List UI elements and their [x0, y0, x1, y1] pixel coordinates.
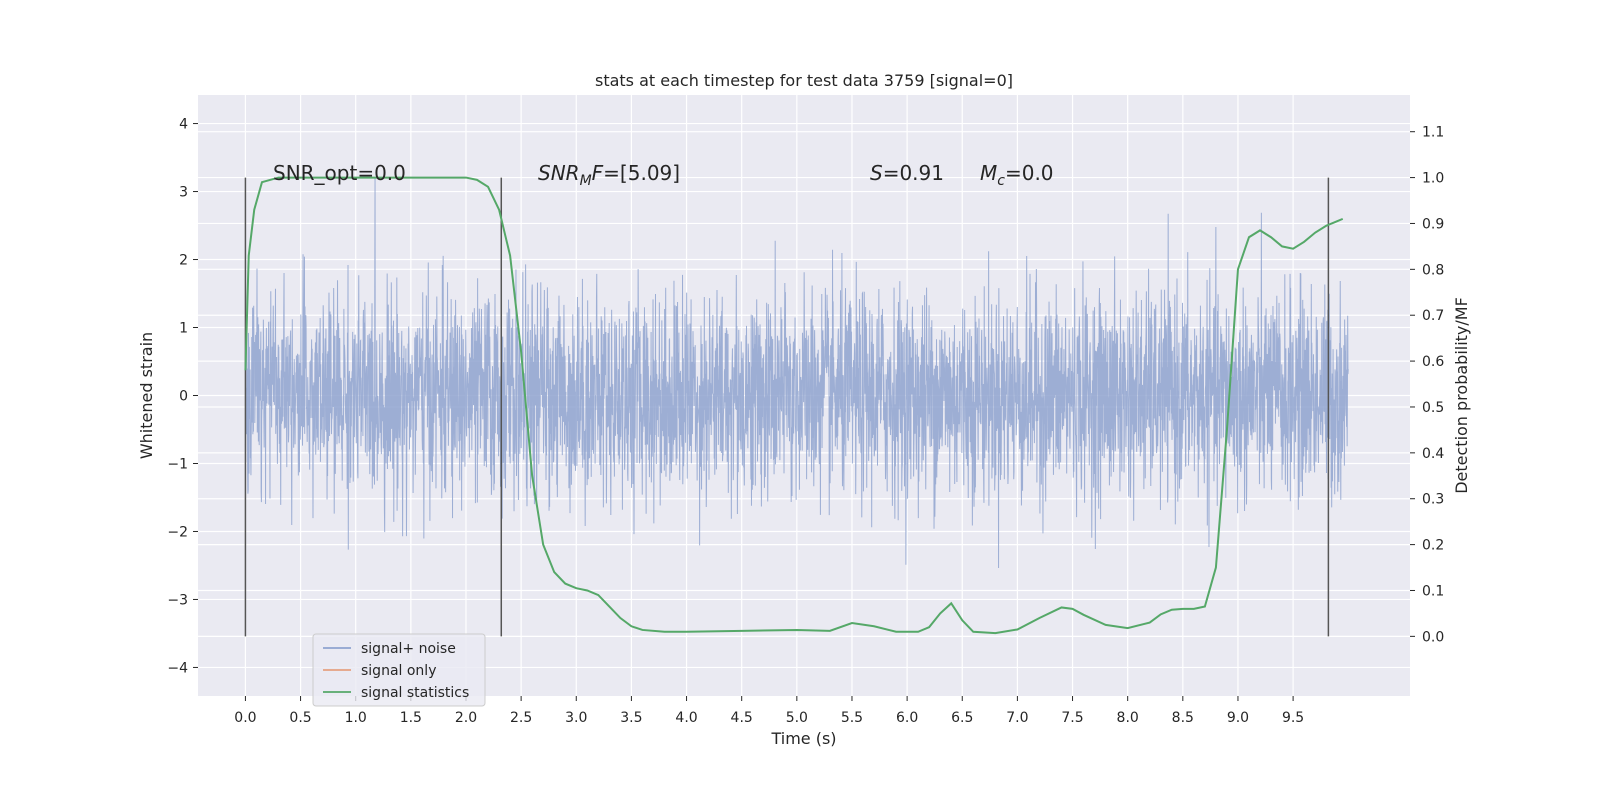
y-tick-label: 0: [179, 389, 188, 405]
stats-series: [244, 176, 1344, 635]
y-tick-label: −1: [167, 456, 188, 472]
y-tick-label: 3: [179, 185, 188, 201]
x-tick-label: 1.0: [345, 710, 367, 726]
vertical-markers: [244, 177, 1330, 637]
mc-sub: c: [997, 173, 1005, 189]
x-tick-label: 8.5: [1172, 710, 1194, 726]
x-tick-label: 5.0: [786, 710, 808, 726]
x-tick-label: 6.5: [951, 710, 973, 726]
x-tick-labels: 0.0 0.5 1.0 1.5 2.0 2.5 3.0 3.5 4.0 4.5 5.0 5.5 6.0 6…: [234, 696, 1304, 726]
x-tick-label: 4.5: [731, 710, 753, 726]
y-right-tick-label: 0.4: [1422, 446, 1444, 462]
y-right-tick-label: 0.9: [1422, 216, 1444, 232]
legend-label: signal statistics: [361, 685, 469, 701]
y-tick-label: −2: [167, 524, 188, 540]
annotation-s: S=0.91: [870, 161, 944, 185]
x-tick-label: 4.0: [675, 710, 697, 726]
x-tick-label: 2.0: [455, 710, 477, 726]
x-tick-label: 9.5: [1282, 710, 1304, 726]
annotation-mc: Mc=0.0: [980, 161, 1054, 189]
y-right-tick-label: 0.8: [1422, 262, 1444, 278]
snr-mf-rest: =[5.09]: [603, 161, 680, 185]
y-tick-label: −4: [167, 660, 188, 676]
annotation-snr-opt: SNR_opt=0.0: [273, 161, 406, 185]
y-right-tick-label: 0.0: [1422, 629, 1444, 645]
y-tick-label: 2: [179, 253, 188, 269]
y-right-tick-label: 1.0: [1422, 171, 1444, 187]
y-right-tick-label: 0.6: [1422, 354, 1444, 370]
y-right-tick-label: 1.1: [1422, 125, 1444, 141]
y-tick-label: 4: [179, 117, 188, 133]
legend-label: signal only: [361, 663, 436, 679]
x-tick-label: 8.0: [1117, 710, 1139, 726]
x-tick-label: 2.5: [510, 710, 532, 726]
x-tick-label: 6.0: [896, 710, 918, 726]
snr-mf-name: SNR: [538, 161, 580, 185]
x-tick-label: 1.5: [400, 710, 422, 726]
s-name: S: [870, 161, 883, 185]
mc-name: M: [980, 161, 997, 185]
x-tick-label: 3.0: [565, 710, 587, 726]
x-tick-label: 7.0: [1006, 710, 1028, 726]
x-tick-label: 9.0: [1227, 710, 1249, 726]
y-right-tick-label: 0.3: [1422, 492, 1444, 508]
y-tick-label: −3: [167, 592, 188, 608]
x-tick-label: 5.5: [841, 710, 863, 726]
x-tick-label: 0.5: [289, 710, 311, 726]
y-right-tick-label: 0.1: [1422, 583, 1444, 599]
y-right-tick-labels: 1.1 1.0 0.9 0.8 0.7 0.6 0.5 0.4 0.3 0.2 0.1 0.0: [1410, 125, 1444, 645]
x-tick-label: 0.0: [234, 710, 256, 726]
legend: signal+ noise signal only signal statistic…: [312, 633, 486, 707]
y-right-axis-label: Detection probability/MF: [1452, 297, 1471, 494]
snr-mf-f: F: [592, 161, 604, 185]
y-tick-label: 1: [179, 321, 188, 337]
s-rest: =0.91: [883, 161, 944, 185]
y-right-tick-label: 0.2: [1422, 538, 1444, 554]
stats-line: [244, 176, 1344, 635]
x-axis-label: Time (s): [770, 729, 836, 748]
noise-line: [244, 177, 1349, 568]
snr-mf-sub: M: [580, 173, 592, 189]
noise-series: [244, 177, 1349, 568]
legend-box: [312, 633, 486, 707]
annotation-snr-mf: SNRMF=[5.09]: [538, 161, 680, 189]
y-right-tick-label: 0.5: [1422, 400, 1444, 416]
chart-title: stats at each timestep for test data 375…: [595, 71, 1013, 90]
mc-rest: =0.0: [1005, 161, 1054, 185]
y-tick-labels: 4 3 2 1 0 −1 −2 −3 −4: [167, 117, 198, 676]
x-tick-label: 3.5: [620, 710, 642, 726]
y-right-tick-label: 0.7: [1422, 308, 1444, 324]
y-axis-label: Whitened strain: [137, 332, 156, 459]
legend-label: signal+ noise: [361, 641, 456, 657]
x-tick-label: 7.5: [1061, 710, 1083, 726]
